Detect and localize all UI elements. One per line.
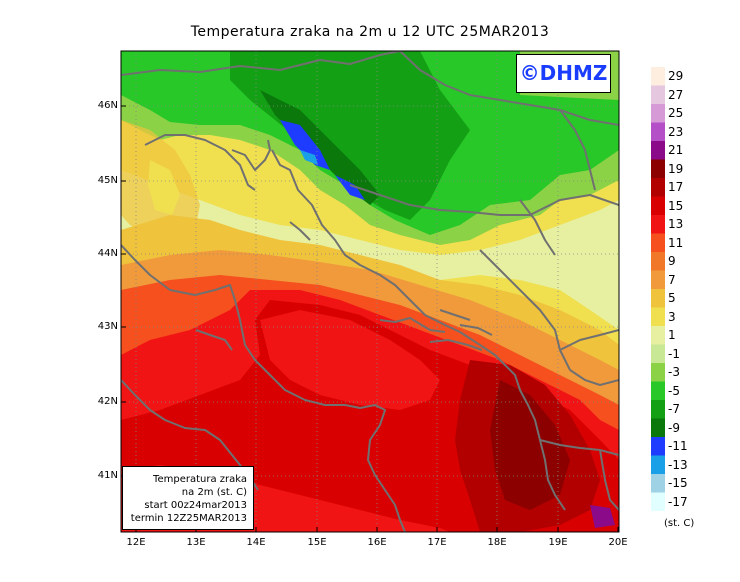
legend-label: 1 [668,328,676,342]
legend-label: 27 [668,87,684,102]
temperature-field [121,51,619,532]
legend-label: 17 [668,180,684,194]
legend-swatch [651,85,665,104]
legend-label: 23 [668,124,684,139]
lat-label: 41N [97,470,118,481]
legend-swatch [651,381,665,400]
lon-label: 12E [126,537,146,548]
legend-label: 19 [668,161,684,176]
legend-swatch [651,196,665,215]
lat-label: 42N [97,396,118,407]
legend-label: 5 [668,291,676,305]
legend-label: -1 [668,346,680,361]
legend-swatch [651,104,665,123]
legend-swatch [651,418,665,437]
legend-swatch [651,363,665,382]
legend-label: 15 [668,198,684,213]
dhmz-logo: ©DHMZ [516,54,611,93]
legend-swatch [651,344,665,363]
legend-label: 7 [668,272,676,287]
color-legend [651,67,665,511]
lat-label: 44N [97,248,118,259]
legend-swatch [651,270,665,289]
map-title: Temperatura zraka na 2m u 12 UTC 25MAR20… [190,24,550,40]
legend-swatch [651,326,665,345]
lat-label: 43N [97,321,118,332]
legend-label: 25 [668,106,684,120]
info-line-2: na 2m (st. C) [181,487,247,498]
legend-swatch [651,474,665,493]
legend-swatch [651,159,665,178]
legend-label: -5 [668,383,680,398]
legend-label: -7 [668,402,680,416]
legend-units: (st. C) [664,518,695,529]
lon-label: 16E [367,537,387,548]
legend-swatch [651,307,665,326]
legend-swatch [651,178,665,197]
legend-swatch [651,437,665,456]
legend-label: 11 [668,235,684,250]
info-line-4: termin 12Z25MAR2013 [130,513,247,524]
legend-swatch [651,455,665,474]
legend-swatch [651,122,665,141]
legend-swatch [651,215,665,234]
lon-label: 17E [427,537,447,548]
legend-label: 3 [668,309,676,324]
legend-label: 9 [668,254,676,268]
legend-label: 29 [668,69,684,83]
lat-label: 46N [97,100,118,111]
legend-label: -17 [668,494,688,509]
legend-label: -11 [668,439,688,453]
legend-label: -13 [668,457,688,472]
legend-label: 13 [668,217,684,231]
lon-label: 20E [608,537,628,548]
legend-label: -15 [668,476,688,490]
legend-swatch [651,492,665,511]
legend-swatch [651,141,665,160]
legend-swatch [651,289,665,308]
lat-label: 45N [97,175,118,186]
lon-label: 19E [548,537,568,548]
lon-label: 18E [487,537,507,548]
legend-swatch [651,400,665,419]
info-line-1: Temperatura zraka [153,474,247,485]
info-line-3: start 00z24mar2013 [144,500,247,511]
legend-label: 21 [668,143,684,157]
gridlines [121,51,619,532]
lon-label: 13E [186,537,206,548]
legend-swatch [651,67,665,86]
coastlines [121,51,619,532]
map-frame [120,50,620,533]
legend-label: -3 [668,365,680,379]
legend-swatch [651,252,665,271]
legend-swatch [651,233,665,252]
lon-label: 15E [307,537,327,548]
info-box: Temperatura zraka na 2m (st. C) start 00… [122,466,254,530]
legend-label: -9 [668,420,680,435]
lon-label: 14E [246,537,266,548]
